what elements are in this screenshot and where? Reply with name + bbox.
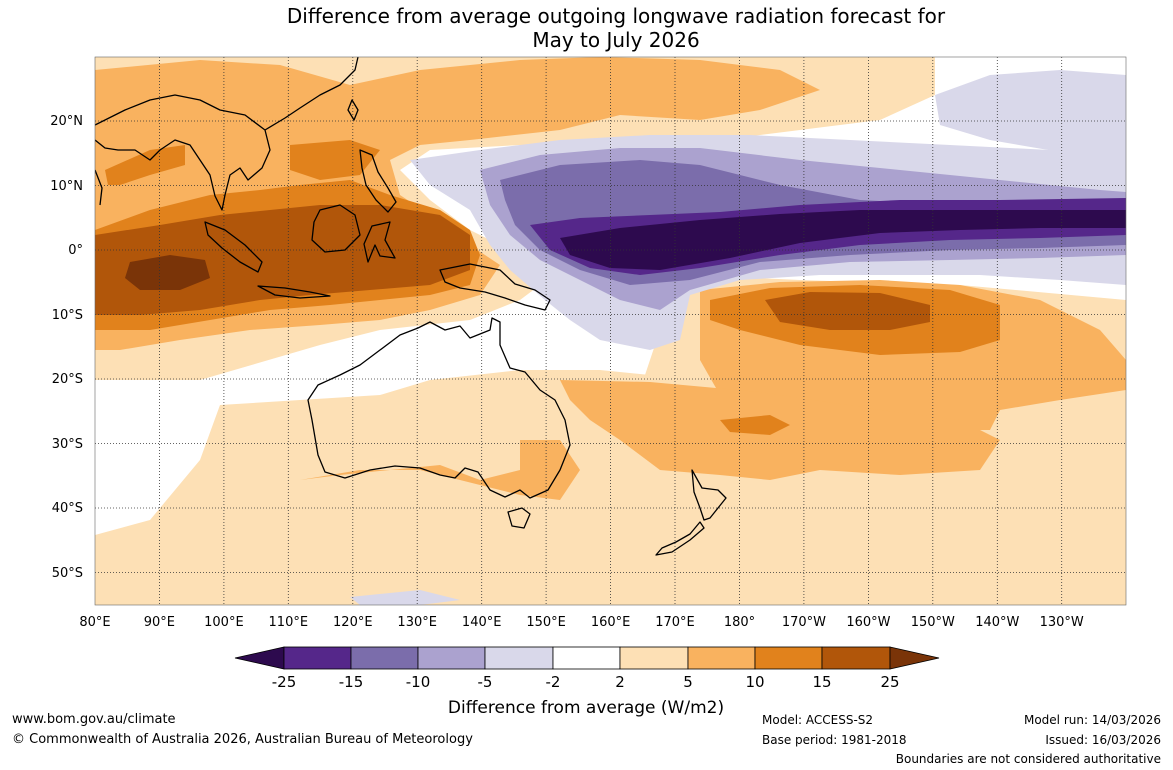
base-period-text: Base period: 1981-2018 — [762, 733, 907, 747]
colorbar-tick: -5 — [478, 673, 493, 691]
lon-label: 120°E — [333, 615, 373, 630]
coastline-sumatra — [204, 221, 263, 273]
colorbar-bin — [350, 646, 419, 670]
map-frame — [94, 56, 1127, 606]
lat-label: 10°S — [52, 308, 83, 323]
colorbar — [234, 646, 940, 670]
copyright-text: © Commonwealth of Australia 2026, Austra… — [12, 732, 473, 747]
field-brown-sw-pacific — [765, 292, 930, 330]
lat-label: 30°S — [52, 437, 83, 452]
lat-label: 20°N — [50, 114, 83, 129]
field-dark-orange-scs — [290, 140, 380, 180]
colorbar-bin — [283, 646, 352, 670]
lat-label: 10°N — [50, 179, 83, 194]
disclaimer-text: Boundaries are not considered authoritat… — [895, 752, 1161, 766]
lon-label: 160°E — [591, 615, 631, 630]
colorbar-bin — [821, 646, 891, 670]
coastline-china — [264, 57, 359, 131]
lon-label: 170°W — [782, 615, 826, 630]
colorbar-bin — [619, 646, 689, 670]
latitude-axis: 20°N 10°N 0° 10°S 20°S 30°S 40°S 50°S — [50, 114, 83, 581]
colorbar-high-extension — [889, 646, 940, 670]
field-darkest-purple — [560, 210, 1126, 270]
coastline-se-asia — [95, 94, 271, 211]
lon-label: 130°E — [397, 615, 437, 630]
colorbar-tick: 2 — [615, 673, 625, 691]
coastlines — [95, 57, 727, 556]
lat-label: 20°S — [52, 372, 83, 387]
field-dark-orange-tasman — [720, 415, 790, 435]
colorbar-bin — [687, 646, 756, 670]
lat-label: 50°S — [52, 566, 83, 581]
colorbar-tick: -2 — [546, 673, 561, 691]
lon-label: 140°E — [462, 615, 502, 630]
field-dark-orange-bay — [105, 145, 185, 185]
chart-title: Difference from average outgoing longwav… — [0, 4, 1173, 52]
field-mid-orange-south-aus — [300, 440, 580, 500]
lon-label: 180° — [724, 615, 755, 630]
longitude-axis: 80°E 90°E 100°E 110°E 120°E 130°E 140°E … — [79, 615, 1084, 630]
title-line-1: Difference from average outgoing longwav… — [286, 4, 946, 28]
lon-label: 100°E — [204, 615, 244, 630]
coastline-australia — [307, 317, 571, 499]
colorbar-tick: 5 — [683, 673, 693, 691]
coastline-nz-south — [655, 521, 705, 556]
model-text: Model: ACCESS-S2 — [762, 713, 874, 727]
colorbar-tick: 25 — [880, 673, 899, 691]
colorbar-bin — [484, 646, 554, 670]
colorbar-tick: -25 — [272, 673, 297, 691]
lon-label: 90°E — [144, 615, 175, 630]
title-line-2: May to July 2026 — [532, 28, 700, 52]
colorbar-label: Difference from average (W/m2) — [448, 698, 724, 718]
colorbar-ticks: -25 -15 -10 -5 -2 2 5 10 15 25 — [272, 673, 900, 691]
coastline-tasmania — [507, 507, 531, 529]
lon-label: 150°W — [911, 615, 955, 630]
field-lavender-south — [350, 590, 460, 605]
lon-label: 170°E — [655, 615, 695, 630]
lat-label: 0° — [68, 243, 83, 258]
colorbar-bin — [754, 646, 823, 670]
coastline-java — [257, 285, 331, 299]
colorbar-tick: 10 — [745, 673, 764, 691]
colorbar-low-extension — [234, 646, 285, 670]
issued-text: Issued: 16/03/2026 — [1045, 733, 1161, 747]
coastline-taiwan — [347, 99, 359, 121]
colorbar-tick: -15 — [339, 673, 364, 691]
lat-label: 40°S — [52, 501, 83, 516]
lon-label: 160°W — [846, 615, 890, 630]
field-brown-indian — [95, 205, 470, 315]
coastline-sulawesi — [363, 221, 396, 263]
coastline-india-east — [95, 169, 103, 206]
model-run-text: Model run: 14/03/2026 — [1023, 713, 1161, 727]
colorbar-bin — [417, 646, 486, 670]
lon-label: 150°E — [526, 615, 566, 630]
colorbar-bin — [552, 646, 621, 670]
colorbar-tick: -10 — [406, 673, 431, 691]
lon-label: 110°E — [269, 615, 309, 630]
lon-label: 140°W — [975, 615, 1019, 630]
lon-label: 80°E — [79, 615, 110, 630]
lon-label: 130°W — [1040, 615, 1084, 630]
coastline-borneo — [311, 204, 361, 253]
colorbar-tick: 15 — [812, 673, 831, 691]
coastline-nz-north — [691, 469, 727, 521]
coastline-philippines — [359, 149, 397, 213]
graticule — [95, 57, 1126, 605]
coastline-new-guinea — [439, 263, 551, 311]
field-lavender-ne — [935, 70, 1126, 160]
field-darkest-brown — [125, 255, 210, 290]
website-link[interactable]: www.bom.gov.au/climate — [12, 712, 176, 727]
